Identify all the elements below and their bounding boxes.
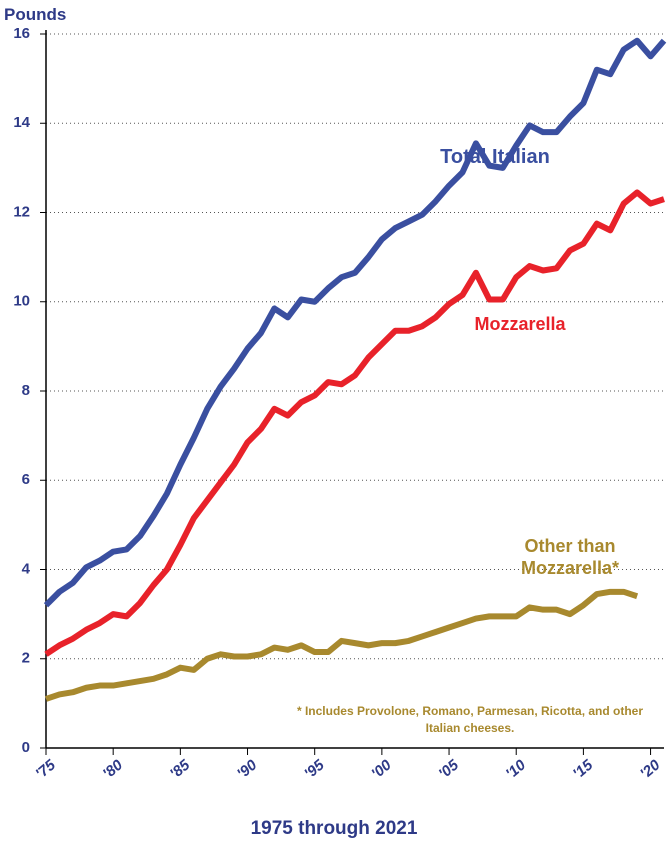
y-tick-label: 0 [22, 739, 30, 756]
series-label: Other than Mozzarella* [520, 536, 620, 578]
series-label: Total Italian [440, 146, 550, 168]
y-tick-label: 8 [22, 382, 30, 399]
x-tick-label: '10 [503, 756, 530, 782]
x-tick-label: '80 [100, 756, 127, 782]
y-tick-label: 4 [22, 560, 31, 577]
series-line [45, 588, 639, 702]
y-tick-label: 10 [13, 293, 30, 310]
series-label: Mozzarella [474, 314, 566, 334]
y-tick-label: 6 [22, 471, 30, 488]
x-tick-label: '95 [301, 756, 328, 782]
x-axis-label: 1975 through 2021 [250, 818, 418, 839]
y-tick-label: 16 [13, 25, 30, 42]
y-tick-label: 12 [13, 203, 30, 220]
x-tick-label: '00 [368, 756, 395, 782]
series-line [44, 189, 665, 657]
x-tick-label: '05 [435, 756, 462, 782]
x-tick-label: '15 [570, 756, 597, 782]
series-line [43, 37, 667, 608]
x-tick-label: '90 [234, 756, 261, 782]
y-tick-label: 2 [22, 650, 30, 667]
x-tick-label: '20 [637, 756, 664, 782]
x-tick-label: '85 [167, 756, 194, 782]
footnote: * Includes Provolone, Romano, Parmesan, … [296, 704, 644, 735]
y-axis-label: Pounds [4, 5, 67, 24]
y-tick-label: 14 [13, 114, 30, 131]
x-tick-label: '75 [32, 756, 59, 782]
